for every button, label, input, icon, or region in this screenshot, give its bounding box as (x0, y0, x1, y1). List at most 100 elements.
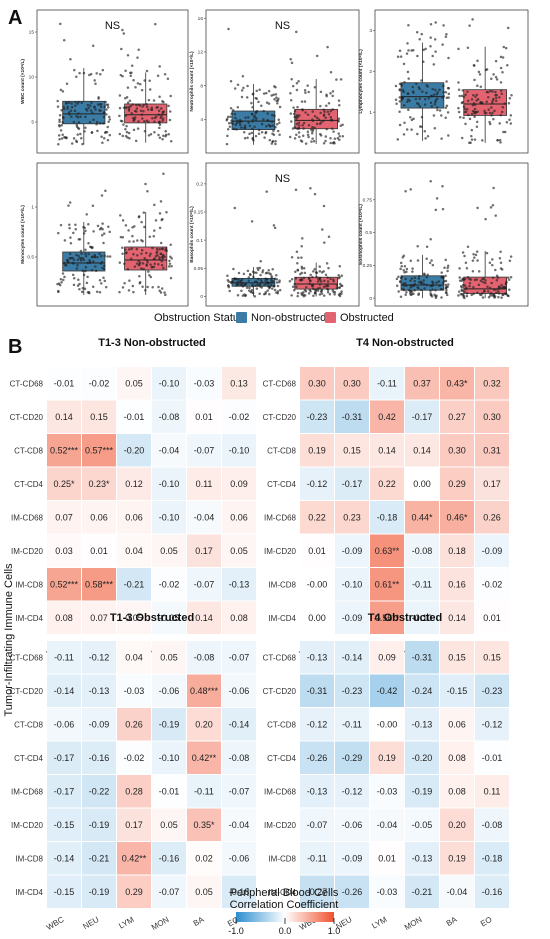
heatmap-cell-label: -0.03 (377, 887, 398, 897)
box-point (444, 91, 448, 94)
heatmap-cell-label: 0.31 (483, 446, 501, 456)
box-point (396, 55, 400, 59)
heatmap-cell (152, 400, 186, 433)
heatmap-cell-label: -0.07 (229, 787, 250, 797)
box-point (163, 291, 166, 294)
heatmap-cell (475, 400, 509, 433)
box-point (424, 47, 427, 51)
box-point (486, 90, 490, 94)
heatmap-cell (47, 842, 81, 875)
box-point (65, 82, 69, 86)
heatmap-cell-label: -0.08 (482, 820, 503, 830)
box-point (485, 100, 488, 103)
box-point (490, 292, 493, 295)
box-point (263, 284, 266, 287)
box-point (58, 118, 61, 122)
box-point (503, 130, 507, 134)
heatmap-cell (440, 467, 474, 500)
box-point (404, 293, 407, 296)
box-point (267, 123, 271, 127)
heatmap-cell-label: 0.00 (308, 613, 326, 623)
legend-title: Obstruction Status (154, 312, 245, 324)
heatmap-cell-label: -0.14 (342, 653, 363, 663)
box-point (127, 131, 131, 135)
box-point (261, 271, 264, 274)
heatmap-cell (82, 674, 116, 707)
box-point (148, 88, 152, 91)
heatmap-cell (440, 674, 474, 707)
box-point (262, 292, 266, 296)
box-point (337, 273, 340, 277)
heatmap-cell-label: 0.32 (483, 379, 501, 389)
box-point (440, 271, 443, 274)
box-point (506, 63, 509, 67)
box-point (430, 95, 433, 98)
box-point (409, 286, 412, 289)
box-point (476, 110, 479, 113)
boxplot-ytick-label: 0 (200, 294, 203, 300)
heatmap-cell-label: -0.08 (412, 546, 433, 556)
box-point (463, 296, 466, 300)
heatmap-cell-label: 0.06 (230, 513, 248, 523)
box-point (435, 281, 438, 284)
heatmap-cell (152, 434, 186, 467)
box-point (251, 291, 255, 295)
box-point (447, 87, 451, 90)
box-point (488, 286, 492, 290)
box-point (105, 130, 109, 134)
box-point (230, 121, 233, 125)
box-point (255, 287, 259, 290)
box-point (318, 283, 322, 286)
box-point (119, 214, 122, 217)
box-point (509, 276, 513, 279)
heatmap-cell-label: -0.07 (307, 820, 328, 830)
heatmap-cell (117, 467, 151, 500)
panel-b-label: B (8, 336, 22, 358)
box-point (158, 248, 161, 251)
box-point (99, 226, 103, 230)
box-point (63, 135, 66, 139)
box-point (87, 290, 91, 294)
box-point (118, 132, 122, 136)
boxplot-ytick-label: 0.5 (365, 230, 372, 236)
box-point (409, 293, 413, 297)
heatmap-row-label: IM-CD68 (11, 513, 44, 522)
box-point (80, 137, 83, 140)
heatmap-cell-label: -0.27 (307, 887, 328, 897)
box-point (106, 106, 110, 109)
box-point (497, 292, 501, 295)
box-point (429, 293, 433, 297)
box-point (136, 239, 139, 242)
box-point (488, 261, 492, 265)
box-point (441, 184, 444, 188)
box-point (329, 116, 333, 119)
box-point (89, 72, 93, 76)
heatmap-cell (335, 501, 369, 534)
box-point (91, 204, 95, 208)
box-point (158, 126, 161, 130)
heatmap-cell (222, 467, 256, 500)
box-point (431, 281, 435, 285)
box-point (145, 105, 149, 108)
box-point (435, 106, 439, 109)
box-point (414, 97, 418, 101)
box-point (82, 273, 86, 277)
box-point (133, 109, 137, 113)
box-point (508, 259, 512, 263)
box-obstructed (288, 186, 344, 298)
box-point (500, 283, 503, 287)
box-point (509, 122, 513, 125)
box-point (429, 23, 433, 26)
heatmap-cell (117, 708, 151, 741)
box-point (324, 116, 327, 119)
box-point (278, 280, 281, 284)
heatmap-cell-label: 0.26 (125, 720, 143, 730)
heatmap-cell (47, 501, 81, 534)
box-point (411, 267, 414, 270)
box-point (501, 56, 505, 59)
box-point (509, 114, 513, 117)
heatmap-cell (82, 775, 116, 808)
box-point (425, 84, 428, 87)
box-point (442, 90, 445, 94)
box-point (140, 267, 143, 270)
